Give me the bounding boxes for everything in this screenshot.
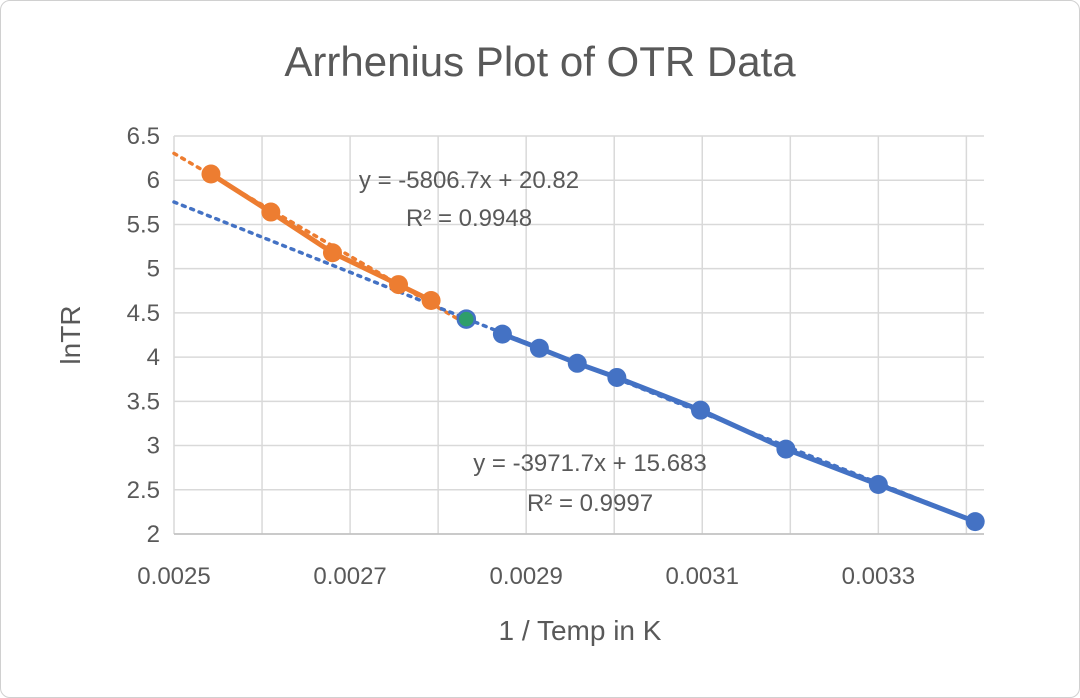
- y-tick-label: 6.5: [127, 123, 160, 150]
- high-temperature-point: [421, 291, 441, 311]
- low-temperature-point: [492, 324, 512, 344]
- y-tick-label: 5: [147, 256, 160, 283]
- x-tick-label: 0.0029: [489, 563, 562, 590]
- x-axis-label: 1 / Temp in K: [499, 615, 662, 646]
- y-tick-label: 2.5: [127, 477, 160, 504]
- high-temperature-point: [322, 243, 342, 263]
- transition-point: [456, 309, 477, 329]
- high-temperature-point: [201, 164, 221, 184]
- x-tick-label: 0.0031: [666, 563, 739, 590]
- chart-title: Arrhenius Plot of OTR Data: [284, 38, 796, 85]
- y-tick-label: 2: [147, 521, 160, 548]
- y-axis-label: lnTR: [55, 305, 86, 364]
- x-tick-label: 0.0027: [313, 563, 386, 590]
- orange-trend-r2: R² = 0.9948: [406, 205, 532, 232]
- low-temperature-point: [567, 353, 587, 373]
- x-tick-label: 0.0033: [842, 563, 915, 590]
- orange-trend-equation: y = -5806.7x + 20.82: [359, 167, 579, 194]
- high-temperature-point: [261, 202, 281, 222]
- y-tick-label: 4.5: [127, 300, 160, 327]
- y-tick-label: 3: [147, 433, 160, 460]
- y-tick-label: 4: [147, 344, 160, 371]
- y-tick-label: 3.5: [127, 388, 160, 415]
- blue-trend-r2: R² = 0.9997: [527, 490, 653, 517]
- low-temperature-point: [965, 512, 985, 532]
- low-temperature-point: [868, 474, 888, 494]
- high-temperature-point: [389, 275, 409, 295]
- low-temperature-point: [776, 439, 796, 459]
- tick-labels: 2 2.5 3 3.5 4 4.5 5 5.5 6 6.5 0.0025 0.0027 0.0029 0.…: [127, 123, 915, 590]
- blue-trend-equation: y = -3971.7x + 15.683: [473, 450, 707, 477]
- gridlines: [173, 135, 984, 535]
- low-temperature-point: [691, 400, 710, 420]
- low-temperature-point: [529, 338, 549, 358]
- y-tick-label: 5.5: [127, 211, 160, 238]
- y-tick-label: 6: [147, 167, 160, 194]
- low-temperature-point: [607, 367, 627, 387]
- x-tick-label: 0.0025: [137, 563, 210, 590]
- data-points: [201, 164, 985, 532]
